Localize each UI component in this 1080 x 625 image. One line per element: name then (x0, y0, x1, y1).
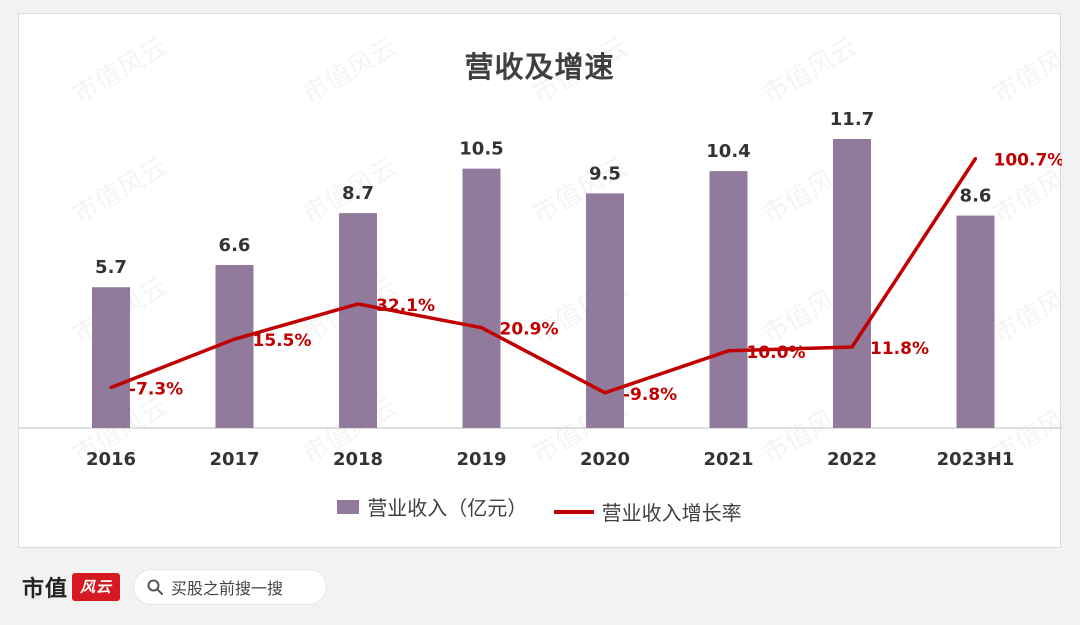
bar-2021 (709, 171, 748, 428)
x-tick-label-2018: 2018 (333, 449, 383, 470)
watermark-text: 市值风云 (988, 32, 1063, 110)
watermark-text: 市值风云 (528, 32, 633, 110)
watermark-text: 市值风云 (68, 32, 173, 110)
growth-label-2022: 11.8% (870, 339, 929, 359)
bar-label-2020: 9.5 (589, 163, 621, 184)
chart-card: 营收及增速 市值风云 市值风云 市值风云 市值风云 市值风云 市值风云 市值风云 市值风云 市值… (18, 13, 1063, 548)
bar-2018 (339, 213, 377, 428)
chart-title: 营收及增速 (464, 50, 615, 84)
brand-logo: 市值 风云 (22, 571, 121, 603)
bar-2022 (833, 139, 871, 428)
bar-2019 (462, 168, 501, 428)
x-tick-label-2021: 2021 (703, 449, 753, 470)
watermark-text: 市值风云 (758, 32, 863, 110)
bar-label-2022: 11.7 (830, 109, 874, 130)
legend-item-growth: 营业收入增长率 (553, 497, 742, 526)
bar-label-2016: 5.7 (95, 257, 127, 278)
bar-2017 (215, 264, 254, 428)
bar-label-2023H1: 8.6 (960, 186, 992, 207)
search-icon (147, 579, 164, 595)
legend-label-growth: 营业收入增长率 (601, 501, 742, 525)
growth-line (110, 157, 977, 395)
x-tick-label-2020: 2020 (580, 449, 630, 470)
growth-point-2020 (603, 391, 607, 395)
bar-2016 (92, 287, 130, 428)
growth-point-2016 (109, 385, 113, 389)
bar-2023H1 (956, 215, 995, 428)
x-tick-label-2019: 2019 (456, 449, 506, 470)
watermark-text: 市值风云 (298, 32, 403, 110)
legend-swatch-bar (337, 499, 360, 514)
x-tick-label-2022: 2022 (827, 449, 877, 470)
bar-label-2017: 6.6 (219, 235, 251, 256)
growth-label-2021: 10.0% (747, 343, 806, 363)
watermark-text: 市值风云 (68, 152, 173, 230)
watermark-text: 市值风云 (988, 272, 1063, 350)
search-box[interactable]: 买股之前搜一搜 (134, 569, 327, 604)
growth-point-2019 (480, 326, 483, 330)
x-tick-label-2023H1: 2023H1 (937, 449, 1015, 470)
growth-point-2023H1 (974, 157, 977, 161)
legend-item-revenue: 营业收入（亿元） (337, 492, 527, 521)
brand-text: 市值 (22, 576, 69, 602)
legend-label-revenue: 营业收入（亿元） (367, 496, 528, 520)
growth-point-2022 (850, 345, 854, 349)
growth-label-2020: -9.8% (623, 385, 677, 405)
growth-label-2018: 32.1% (376, 296, 435, 316)
chart-legend: 营业收入（亿元） 营业收入增长率 (19, 492, 1060, 526)
growth-label-2019: 20.9% (500, 320, 559, 340)
bar-label-2018: 8.7 (342, 183, 374, 204)
legend-swatch-line (553, 509, 594, 514)
x-tick-label-2016: 2016 (86, 449, 136, 470)
search-placeholder: 买股之前搜一搜 (171, 578, 284, 598)
growth-label-2023H1: 100.7% (994, 151, 1063, 171)
growth-point-2021 (727, 349, 730, 353)
growth-label-2017: 15.5% (253, 331, 312, 351)
growth-point-2017 (233, 337, 236, 341)
brand-mark: 风云 (72, 572, 121, 601)
growth-point-2018 (356, 302, 360, 306)
x-tick-label-2017: 2017 (209, 449, 259, 470)
footer-bar: 市值 风云 买股之前搜一搜 (0, 548, 1080, 625)
growth-label-2016: -7.3% (129, 379, 183, 399)
bar-label-2021: 10.4 (706, 141, 750, 162)
bar-label-2019: 10.5 (459, 139, 503, 160)
